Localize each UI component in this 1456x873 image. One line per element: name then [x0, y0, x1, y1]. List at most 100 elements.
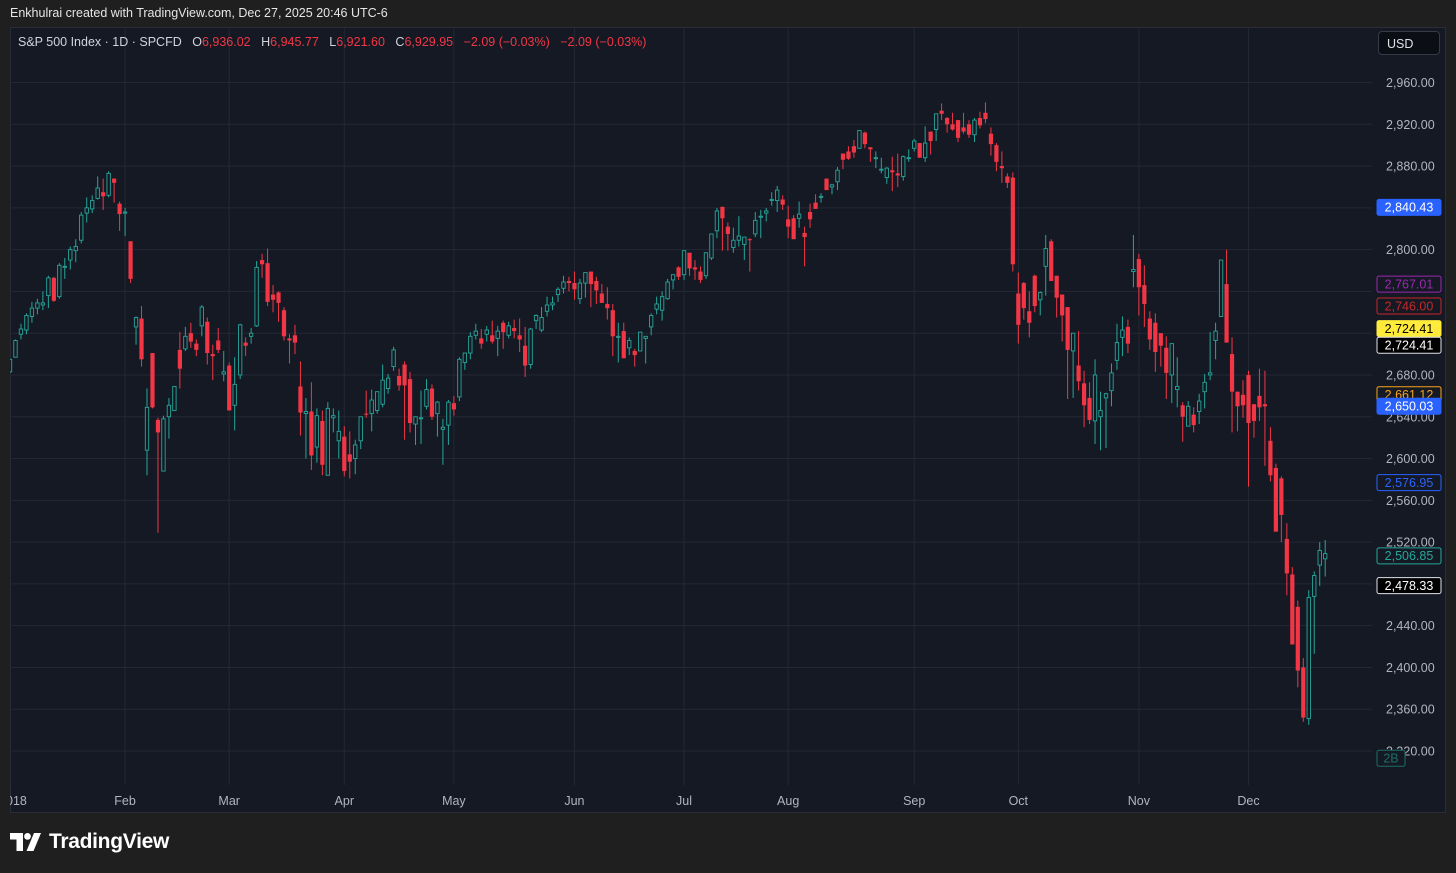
candle: [802, 226, 807, 267]
candle: [331, 408, 336, 433]
candle-body: [243, 342, 248, 346]
candle-body: [1169, 343, 1174, 376]
candle-body: [29, 307, 35, 317]
candle: [342, 426, 347, 477]
candle: [13, 339, 18, 358]
candle: [961, 112, 966, 134]
candle: [1098, 391, 1103, 451]
price-tag-label: 2,576.95: [1385, 476, 1434, 490]
candle-body: [665, 281, 670, 300]
candle: [791, 215, 796, 240]
candle-body: [725, 226, 730, 234]
candles: [10, 102, 1328, 725]
candle-body: [955, 120, 961, 138]
candle: [446, 400, 451, 445]
price-chart[interactable]: 2,320.002,360.002,400.002,440.002,480.00…: [10, 27, 1446, 813]
candle: [676, 266, 681, 280]
candle: [1060, 294, 1065, 342]
candle-body: [846, 151, 851, 159]
x-tick-label: Mar: [218, 794, 240, 808]
candle: [353, 439, 358, 475]
candle-body: [402, 364, 407, 386]
price-tag-label: 2,746.00: [1385, 299, 1434, 313]
candle: [1147, 311, 1152, 350]
candle: [1070, 332, 1076, 398]
candle-body: [961, 127, 966, 132]
candle: [1301, 658, 1306, 722]
candle-body: [747, 239, 752, 241]
symbol-legend[interactable]: S&P 500 Index · 1D · SPCFD O6,936.02 H6,…: [18, 35, 646, 49]
candle: [1317, 542, 1322, 586]
candle: [1279, 476, 1284, 543]
candle: [1021, 282, 1026, 320]
candle: [358, 416, 363, 450]
candle: [703, 252, 709, 279]
candle: [873, 151, 878, 169]
candle: [18, 323, 24, 340]
candle-body: [1273, 467, 1278, 532]
price-tag: 2,724.41: [1376, 336, 1442, 354]
candle: [462, 352, 467, 370]
candle: [599, 284, 604, 303]
candle-body: [1087, 397, 1092, 420]
candle: [429, 384, 435, 420]
candle: [166, 397, 172, 439]
candle: [210, 344, 215, 381]
candle-body: [139, 318, 144, 360]
candle: [1076, 331, 1081, 391]
candle-body: [638, 331, 643, 352]
price-tag-box: [1376, 336, 1442, 354]
candle: [309, 382, 314, 471]
time-axis[interactable]: 018 Feb Mar Apr May Jun Jul Aug Sep Oct Nov Dec: [10, 794, 1260, 808]
candle-body: [1131, 269, 1136, 273]
candle-body: [183, 335, 188, 350]
candle: [1169, 343, 1174, 404]
candle-body: [303, 411, 309, 415]
candle-body: [188, 333, 193, 342]
candle: [35, 298, 40, 315]
x-tick-label: Sep: [903, 794, 925, 808]
symbol-name[interactable]: S&P 500 Index · 1D · SPCFD: [18, 35, 182, 49]
candle: [890, 156, 895, 192]
currency-button[interactable]: USD: [1378, 31, 1440, 55]
candle-body: [320, 420, 325, 465]
candle: [314, 408, 320, 463]
candle: [1136, 253, 1141, 316]
candle-body: [166, 404, 172, 418]
candle-body: [40, 302, 46, 306]
candle-body: [270, 294, 276, 300]
candle-body: [868, 147, 873, 150]
candle: [928, 131, 933, 155]
high-value: 6,945.77: [270, 35, 319, 49]
candle-body: [1147, 318, 1152, 340]
price-axis[interactable]: 2,320.002,360.002,400.002,440.002,480.00…: [1386, 76, 1435, 759]
candle-body: [928, 131, 933, 141]
candle-body: [199, 306, 204, 327]
open-value: 6,936.02: [201, 35, 251, 49]
x-tick-label: Oct: [1009, 794, 1029, 808]
candle: [879, 157, 884, 174]
candle: [238, 323, 243, 380]
candle-body: [742, 236, 747, 245]
tradingview-logo[interactable]: TradingView: [10, 830, 169, 854]
candle-body: [583, 272, 588, 284]
candle-body: [906, 157, 911, 160]
y-tick-label: 2,960.00: [1386, 76, 1435, 90]
candle-body: [1125, 326, 1131, 344]
candle: [265, 248, 270, 307]
chart-panel[interactable]: [10, 27, 1446, 813]
candle-body: [572, 283, 577, 290]
candle: [325, 402, 330, 476]
candle: [440, 418, 446, 465]
candle-body: [736, 235, 741, 241]
candle: [818, 193, 824, 203]
candle-body: [490, 335, 495, 342]
candle-body: [1180, 405, 1185, 417]
candle: [106, 171, 111, 198]
candle: [912, 138, 917, 152]
candle: [1109, 363, 1114, 407]
candle: [714, 207, 720, 239]
candle: [259, 253, 265, 278]
candle-body: [1175, 386, 1180, 391]
candle: [1103, 392, 1109, 449]
